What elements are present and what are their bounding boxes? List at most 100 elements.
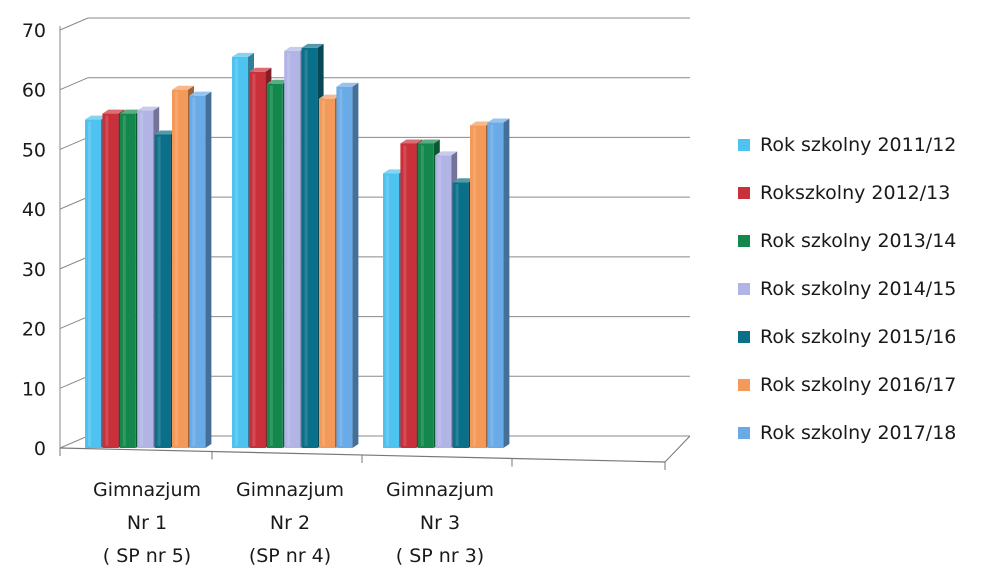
grid-connector bbox=[59, 316, 89, 330]
category-label: Gimnazjum bbox=[236, 479, 344, 501]
bar-front bbox=[137, 110, 154, 448]
labels: 0 10 20 30 40 50 60 70 Gimnazjum Nr 1 ( SP nr 5) Gi… bbox=[22, 20, 494, 567]
bar-front bbox=[85, 119, 101, 449]
grid-connector bbox=[59, 375, 89, 389]
bar-top bbox=[301, 43, 324, 48]
bar bbox=[487, 118, 510, 449]
bar-highlight bbox=[252, 73, 256, 447]
bar-front bbox=[266, 83, 283, 448]
axes bbox=[59, 26, 691, 470]
y-tick-label: 30 bbox=[22, 259, 46, 281]
category-label: Gimnazjum bbox=[386, 479, 494, 501]
bar-top bbox=[154, 130, 177, 135]
legend-label: Rok szkolny 2017/18 bbox=[760, 422, 956, 444]
bar-front bbox=[301, 47, 318, 449]
bar-highlight bbox=[490, 124, 494, 447]
grid-connector bbox=[59, 256, 89, 270]
bar-front bbox=[102, 113, 119, 448]
grid-connector bbox=[59, 435, 89, 449]
legend-swatch bbox=[738, 331, 750, 343]
bar-front bbox=[336, 86, 353, 448]
bar-front bbox=[154, 134, 171, 448]
bar-highlight bbox=[122, 115, 126, 446]
bar-front bbox=[400, 143, 417, 448]
bar bbox=[336, 82, 359, 448]
legend: Rok szkolny 2011/12 Rokszkolny 2012/13 Rok… bbox=[738, 134, 956, 444]
legend-swatch bbox=[738, 139, 750, 151]
bar-top bbox=[435, 151, 458, 156]
legend-label: Rok szkolny 2014/15 bbox=[760, 278, 956, 300]
bar-highlight bbox=[192, 97, 196, 446]
bar-highlight bbox=[287, 52, 291, 447]
bar-front bbox=[487, 122, 504, 449]
category-label: ( SP nr 3) bbox=[396, 545, 484, 566]
y-tick-label: 10 bbox=[22, 378, 46, 400]
bar-front bbox=[249, 71, 266, 449]
y-tick-label: 40 bbox=[22, 199, 46, 221]
grid-connector bbox=[59, 136, 89, 150]
category-label: ( SP nr 5) bbox=[103, 545, 191, 566]
bar-top bbox=[400, 139, 423, 144]
bar-top bbox=[85, 115, 107, 120]
category-label: Nr 2 bbox=[270, 512, 310, 534]
category-label: Nr 1 bbox=[127, 512, 167, 534]
bar-highlight bbox=[473, 127, 476, 447]
category-label: Gimnazjum bbox=[93, 479, 201, 501]
bar-top bbox=[119, 109, 142, 114]
bar-top bbox=[417, 139, 440, 144]
legend-swatch bbox=[738, 379, 750, 391]
legend-label: Rok szkolny 2016/17 bbox=[760, 374, 956, 396]
bar-highlight bbox=[105, 115, 109, 446]
bar-top bbox=[383, 169, 405, 174]
legend-label: Rok szkolny 2013/14 bbox=[760, 230, 956, 252]
legend-swatch bbox=[738, 427, 750, 439]
bar-front bbox=[452, 182, 469, 448]
bar-front bbox=[470, 125, 486, 449]
y-tick-label: 60 bbox=[22, 80, 46, 102]
bar-highlight bbox=[140, 112, 144, 446]
bar-side bbox=[205, 91, 212, 448]
category-label: (SP nr 4) bbox=[249, 545, 331, 566]
bar-front bbox=[319, 98, 335, 449]
bar-front bbox=[232, 56, 248, 448]
legend-label: Rok szkolny 2015/16 bbox=[760, 326, 956, 348]
bar-side bbox=[503, 118, 510, 449]
y-tick-label: 20 bbox=[22, 319, 46, 341]
grid-connector bbox=[59, 196, 89, 210]
bar bbox=[189, 91, 212, 448]
bar-highlight bbox=[386, 175, 389, 447]
y-tick-label: 0 bbox=[34, 438, 46, 460]
bar-front bbox=[284, 50, 301, 449]
bar-top bbox=[470, 121, 492, 126]
bar-top bbox=[232, 52, 254, 57]
bar-top bbox=[452, 178, 475, 183]
grid-connector bbox=[59, 17, 89, 31]
bar-top bbox=[102, 109, 125, 114]
bar-top bbox=[189, 91, 212, 96]
bar-front bbox=[189, 95, 206, 448]
bar-top bbox=[319, 94, 341, 99]
legend-label: Rok szkolny 2011/12 bbox=[760, 134, 956, 156]
bars bbox=[85, 43, 510, 449]
bar-highlight bbox=[269, 85, 273, 446]
bar-top bbox=[249, 67, 272, 72]
bar-front bbox=[383, 173, 399, 449]
bar-front bbox=[119, 113, 136, 448]
bar-highlight bbox=[304, 49, 308, 447]
bar-highlight bbox=[403, 145, 407, 446]
legend-swatch bbox=[738, 235, 750, 247]
category-label: Nr 3 bbox=[420, 512, 460, 534]
bar-highlight bbox=[438, 157, 442, 446]
bar-highlight bbox=[175, 91, 178, 446]
bar-top bbox=[336, 82, 359, 87]
bar-front bbox=[172, 89, 188, 448]
bar-front bbox=[435, 155, 452, 448]
legend-swatch bbox=[738, 283, 750, 295]
bar-highlight bbox=[420, 145, 424, 446]
bar-highlight bbox=[455, 184, 459, 446]
bar-highlight bbox=[322, 100, 325, 447]
grid-connector bbox=[59, 77, 89, 91]
bar-top bbox=[266, 79, 289, 84]
